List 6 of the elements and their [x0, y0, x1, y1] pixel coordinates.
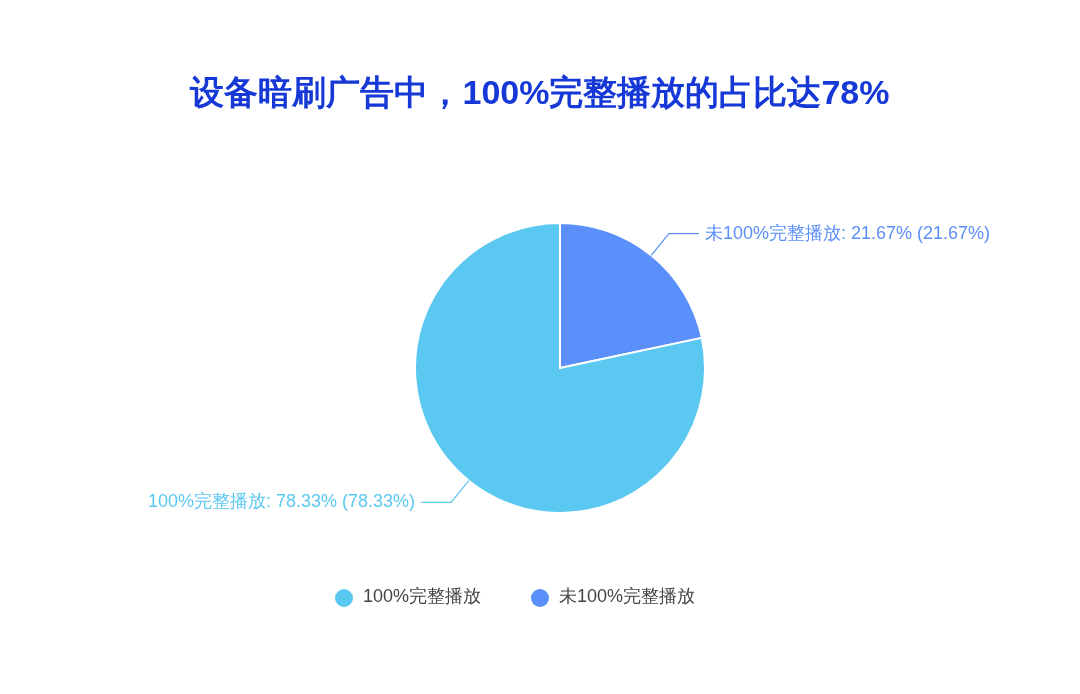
chart-title: 设备暗刷广告中，100%完整播放的占比达78%	[188, 72, 891, 113]
legend-label: 100%完整播放	[362, 586, 481, 606]
pie-slice	[414, 222, 706, 514]
legend-label: 未100%完整播放	[559, 586, 696, 606]
data-label: 未100%完整播放: 21.67% (21.67%)	[704, 222, 991, 243]
data-label: 100%完整播放: 78.33% (78.33%)	[147, 491, 416, 512]
